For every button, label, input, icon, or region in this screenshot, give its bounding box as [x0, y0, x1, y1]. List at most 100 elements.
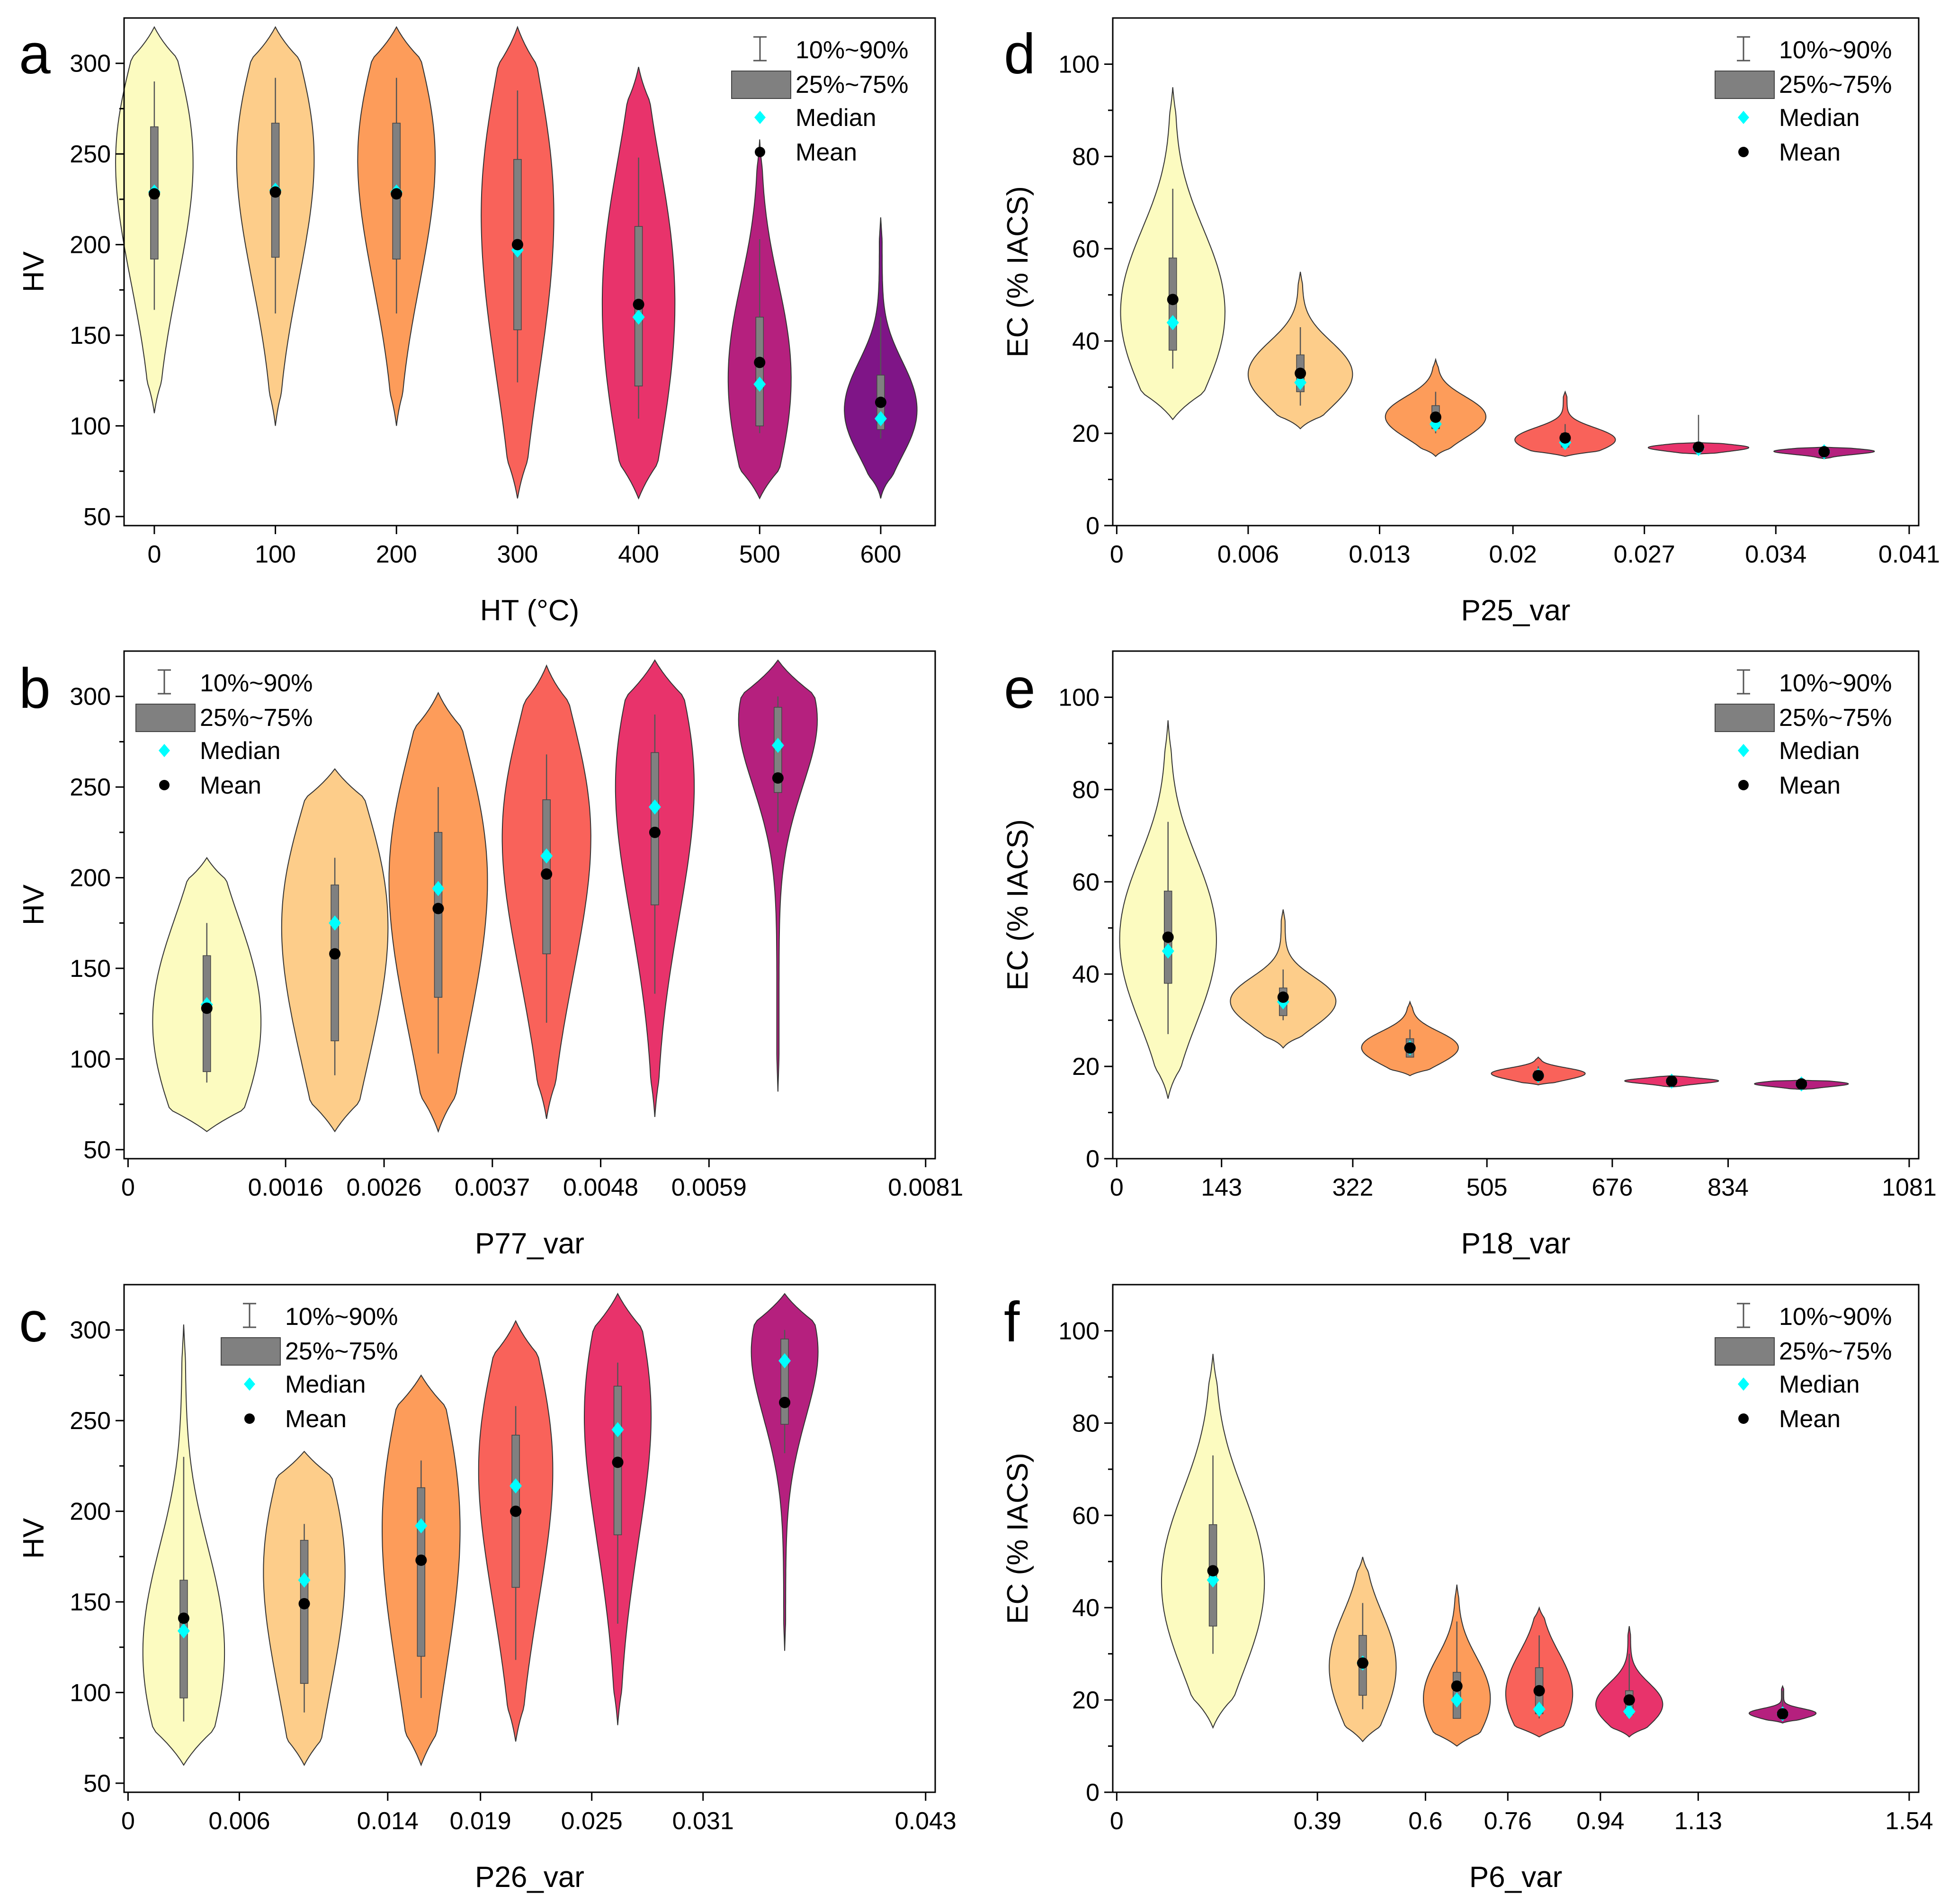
y-tick-label-b-4: 250 [70, 774, 111, 801]
mean-marker-c-5 [779, 1396, 791, 1408]
legend-whisker-label-a: 10%~90% [796, 36, 909, 64]
x-axis-label-e: P18_var [1461, 1227, 1571, 1260]
iqr-box-c-1 [300, 1540, 309, 1684]
legend-mean-icon-b [159, 780, 170, 790]
x-tick-label-c-1: 0.006 [208, 1807, 270, 1835]
panel-letter-e: e [1004, 657, 1036, 720]
panel-d: 0 20 40 60 80 100 0 0.006 0.013 0.02 0.027 0.034 0.0… [1001, 17, 1940, 627]
median-marker-c-2 [415, 1518, 428, 1534]
legend-box-label-b: 25%~75% [200, 704, 313, 732]
median-marker-e-0 [1162, 943, 1174, 959]
x-tick-label-b-4: 0.0048 [563, 1174, 638, 1201]
mean-marker-e-1 [1277, 991, 1289, 1003]
y-tick-label-a-4: 250 [70, 141, 111, 168]
y-tick-label-a-5: 300 [70, 50, 111, 78]
legend-mean-label-a: Mean [796, 139, 857, 166]
median-marker-f-4 [1623, 1704, 1636, 1719]
mean-marker-a-6 [875, 396, 886, 408]
legend-c: 10%~90% 25%~75% Median Mean [221, 1303, 398, 1433]
y-axis-label-e: EC (% IACS) [1001, 819, 1034, 991]
iqr-box-a-5 [755, 316, 764, 427]
x-axis-label-d: P25_var [1461, 594, 1571, 627]
x-tick-label-e-0: 0 [1110, 1174, 1124, 1201]
legend-box-icon-b [135, 704, 196, 732]
legend-mean-icon-a [755, 147, 765, 157]
median-marker-c-1 [298, 1573, 311, 1588]
legend-box-label-a: 25%~75% [796, 71, 909, 98]
x-tick-label-b-2: 0.0026 [347, 1174, 422, 1201]
x-axis-label-c: P26_var [475, 1861, 584, 1894]
y-tick-label-b-3: 200 [70, 865, 111, 892]
mean-marker-d-2 [1430, 411, 1441, 423]
y-axis-label-a: HV [18, 251, 50, 292]
legend-box-icon-a [731, 71, 791, 99]
y-tick-label-a-3: 200 [70, 232, 111, 259]
y-tick-label-e-2: 40 [1072, 961, 1100, 988]
x-tick-label-a-0: 0 [147, 541, 161, 568]
legend-box-icon-e [1715, 704, 1775, 732]
median-marker-c-5 [778, 1353, 791, 1368]
mean-marker-b-1 [329, 948, 341, 960]
median-marker-a-6 [874, 411, 887, 427]
median-marker-a-5 [753, 376, 766, 392]
x-axis-label-f: P6_var [1469, 1861, 1562, 1894]
y-axis-label-b: HV [18, 884, 50, 925]
x-tick-label-f-3: 0.76 [1484, 1807, 1532, 1835]
y-tick-label-f-0: 0 [1086, 1779, 1100, 1806]
mean-marker-f-4 [1623, 1694, 1635, 1706]
legend-whisker-label-b: 10%~90% [200, 670, 313, 697]
legend-box-icon-d [1715, 71, 1775, 99]
legend-box-label-e: 25%~75% [1779, 704, 1892, 732]
x-tick-label-d-6: 0.041 [1878, 541, 1940, 568]
panel-letter-c: c [19, 1290, 47, 1354]
y-tick-label-f-1: 20 [1072, 1687, 1100, 1714]
mean-marker-a-5 [754, 357, 766, 368]
x-tick-label-e-6: 1081 [1882, 1174, 1937, 1201]
mean-marker-b-5 [772, 772, 784, 784]
legend-b: 10%~90% 25%~75% Median Mean [135, 669, 313, 799]
y-axis-label-d: EC (% IACS) [1001, 186, 1034, 358]
x-tick-label-e-4: 676 [1592, 1174, 1633, 1201]
y-tick-label-d-1: 20 [1072, 420, 1100, 447]
median-marker-c-0 [177, 1623, 190, 1639]
y-tick-label-b-1: 100 [70, 1046, 111, 1073]
x-tick-label-d-4: 0.027 [1614, 541, 1675, 568]
y-tick-label-c-1: 100 [70, 1679, 111, 1707]
x-tick-label-c-4: 0.025 [561, 1807, 623, 1835]
mean-marker-e-2 [1404, 1042, 1416, 1054]
x-tick-label-b-3: 0.0037 [455, 1174, 530, 1201]
plot-frame-b [123, 650, 936, 1160]
y-tick-label-c-2: 150 [70, 1589, 111, 1616]
mean-marker-e-5 [1796, 1078, 1807, 1090]
legend-box-label-f: 25%~75% [1779, 1338, 1892, 1365]
mean-marker-b-4 [649, 826, 661, 838]
legend-box-icon-c [221, 1337, 281, 1366]
panel-letter-d: d [1004, 22, 1036, 86]
legend-f: 10%~90% 25%~75% Median Mean [1715, 1303, 1892, 1433]
iqr-box-b-2 [434, 832, 443, 998]
mean-marker-f-1 [1357, 1657, 1368, 1669]
y-tick-label-c-4: 250 [70, 1407, 111, 1435]
legend-median-icon-f [1738, 1377, 1749, 1391]
y-tick-label-f-3: 60 [1072, 1502, 1100, 1529]
violin-c-5 [751, 1293, 819, 1651]
mean-marker-d-1 [1295, 367, 1306, 379]
y-tick-label-d-4: 80 [1072, 143, 1100, 170]
mean-marker-d-5 [1818, 446, 1830, 458]
plot-frame-e [1112, 650, 1920, 1160]
median-marker-d-1 [1294, 375, 1307, 390]
mean-marker-a-3 [511, 239, 523, 250]
mean-marker-e-4 [1666, 1075, 1678, 1087]
x-tick-label-f-2: 0.6 [1408, 1807, 1442, 1835]
legend-median-label-e: Median [1779, 737, 1860, 765]
y-axis-label-f: EC (% IACS) [1001, 1453, 1034, 1624]
legend-mean-label-c: Mean [285, 1405, 347, 1433]
legend-mean-icon-c [244, 1413, 255, 1424]
legend-a: 10%~90% 25%~75% Median Mean [731, 36, 909, 166]
y-tick-label-f-2: 40 [1072, 1594, 1100, 1622]
y-tick-label-c-3: 200 [70, 1498, 111, 1526]
legend-median-label-d: Median [1779, 104, 1860, 132]
panel-a: 50 100 150 200 250 300 0 100 200 300 400 500 600 HT (… [18, 17, 936, 627]
legend-median-icon-c [244, 1377, 255, 1391]
y-tick-label-a-2: 150 [70, 322, 111, 349]
